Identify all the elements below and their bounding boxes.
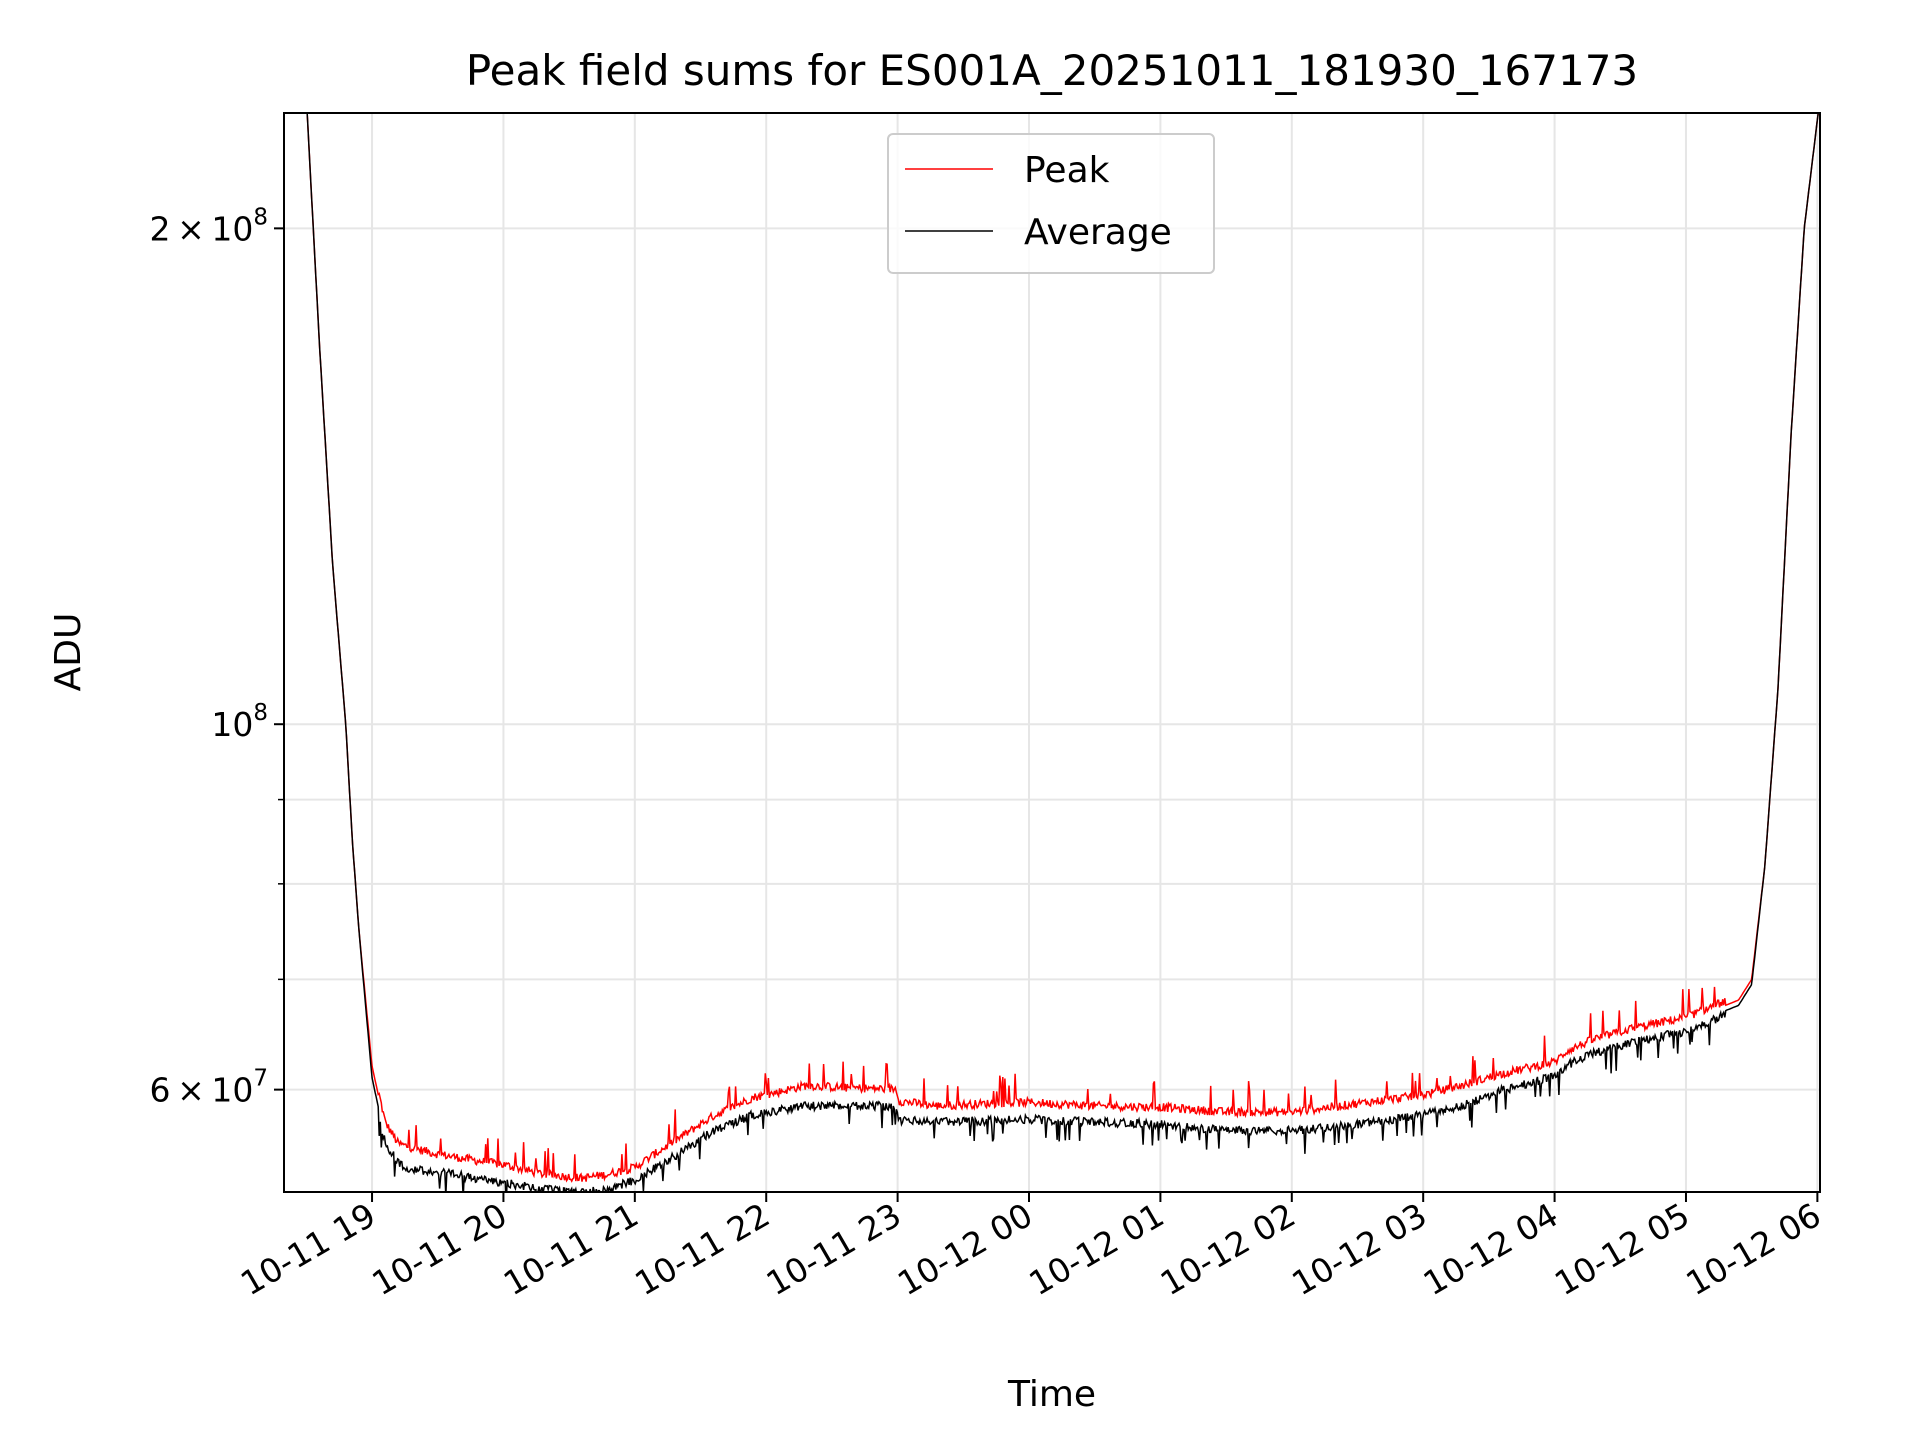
series-average-line <box>306 113 1819 1192</box>
plot-lines <box>306 113 1819 1192</box>
plot-frame <box>283 112 1821 1193</box>
chart-title: Peak field sums for ES001A_20251011_1819… <box>466 46 1638 95</box>
grid <box>284 113 1820 1192</box>
legend-peak-label: Peak <box>1024 150 1110 191</box>
x-axis-label: Time <box>1007 1374 1096 1415</box>
y-tick-label: 108 <box>211 700 268 744</box>
y-axis: 6 × 107 108 2 × 108 <box>150 204 284 1110</box>
y-axis-label: ADU <box>48 613 89 692</box>
series-peak-line <box>306 113 1819 1183</box>
y-tick-label: 6 × 107 <box>150 1066 268 1110</box>
y-tick-label: 2 × 108 <box>150 204 268 248</box>
legend-average-label: Average <box>1024 212 1172 253</box>
legend: Peak Average <box>887 133 1215 274</box>
